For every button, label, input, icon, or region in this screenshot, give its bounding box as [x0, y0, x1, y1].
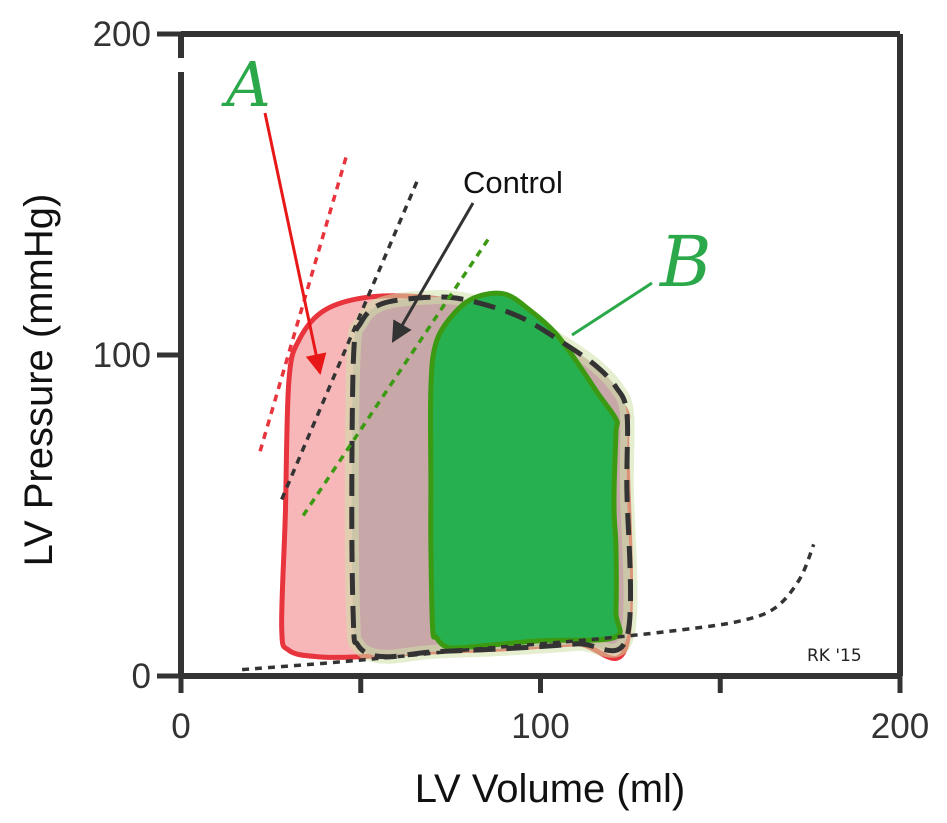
x-tick-label: 200: [871, 707, 929, 746]
control-label: Control: [463, 165, 563, 200]
pv-loops-layer: [279, 290, 638, 664]
pointer-b: [571, 281, 653, 337]
credit-label: RK '15: [807, 646, 862, 666]
y-tick-label: 100: [93, 336, 151, 375]
espvr-control-line: [280, 177, 420, 501]
y-axis-ticks: 0 100 200: [93, 15, 181, 696]
espvr-a-line: [258, 155, 349, 452]
edpvr-line: [241, 543, 816, 672]
x-axis-title: LV Volume (ml): [415, 767, 685, 811]
arrow-a: [263, 112, 327, 376]
pressure-volume-relations-layer: [241, 155, 816, 672]
x-tick-label: 0: [171, 707, 190, 746]
y-tick-label: 0: [132, 657, 151, 696]
label-a: A: [221, 48, 271, 121]
control-arrow: [391, 202, 475, 343]
x-tick-label: 100: [511, 707, 569, 746]
x-axis-ticks: 0 100 200: [171, 676, 929, 746]
axis-break: [176, 58, 188, 72]
y-axis-title: LV Pressure (mmHg): [17, 194, 61, 567]
y-tick-label: 200: [93, 15, 151, 54]
espvr-b-line: [301, 235, 492, 517]
pv-loop-b: [428, 290, 623, 651]
label-b: B: [658, 221, 711, 303]
